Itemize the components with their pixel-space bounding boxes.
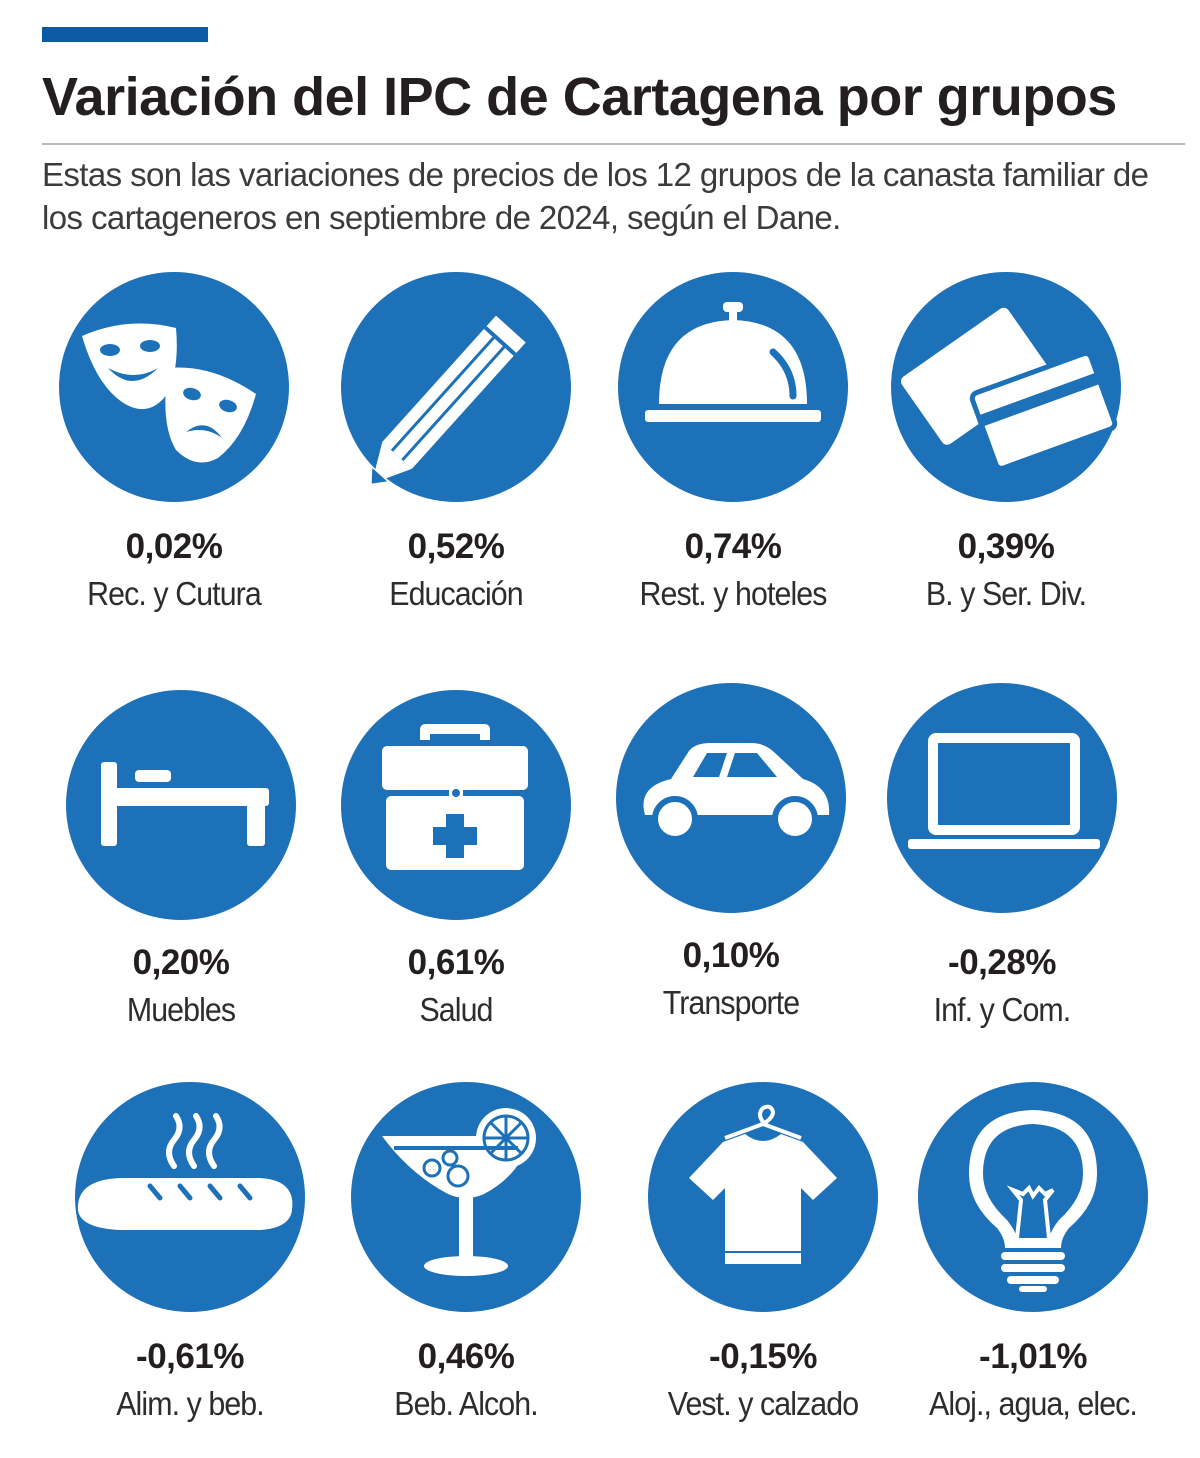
bed-icon: [66, 690, 296, 920]
ipc-value: -1,01%: [979, 1337, 1087, 1376]
ipc-value: -0,15%: [709, 1337, 817, 1376]
first-aid-kit-icon: [341, 690, 571, 920]
tshirt-icon: [648, 1082, 878, 1312]
ipc-label: Rec. y Cutura: [87, 575, 262, 612]
bread-icon: [75, 1082, 305, 1312]
accent-bar: [42, 27, 208, 42]
page-subtitle: Estas son las variaciones de precios de …: [42, 156, 1149, 236]
ipc-value: 0,52%: [407, 527, 505, 566]
page-title: Variación del IPC de Cartagena por grupo…: [42, 67, 1117, 127]
ipc-label: Educación: [389, 575, 523, 612]
ipc-label: Vest. y calzado: [667, 1385, 859, 1422]
ipc-value: 0,02%: [125, 527, 223, 566]
cloche-icon: [618, 272, 848, 502]
cocktail-icon: [351, 1082, 581, 1312]
ipc-value: 0,74%: [684, 527, 782, 566]
ipc-value: -0,61%: [136, 1337, 244, 1376]
ipc-label: Aloj., agua, elec.: [929, 1385, 1138, 1422]
ipc-label: Muebles: [126, 991, 236, 1028]
ipc-label: Rest. y hoteles: [639, 575, 827, 612]
ipc-label: Alim. y beb.: [116, 1385, 264, 1422]
theater-masks-icon: [59, 272, 289, 502]
ipc-value: 0,20%: [132, 943, 230, 982]
lightbulb-icon: [918, 1082, 1148, 1312]
ipc-label: B. y Ser. Div.: [925, 575, 1087, 612]
ipc-value: 0,61%: [407, 943, 505, 982]
ipc-label: Transporte: [662, 984, 800, 1021]
ipc-value: 0,10%: [682, 936, 780, 975]
title-divider: [42, 143, 1185, 145]
laptop-icon: [887, 683, 1117, 913]
pencil-icon: [341, 272, 571, 502]
ipc-label: Inf. y Com.: [933, 991, 1072, 1028]
ipc-value: -0,28%: [948, 943, 1056, 982]
ipc-value: 0,39%: [957, 527, 1055, 566]
cards-icon: [891, 272, 1121, 502]
car-icon: [616, 683, 846, 913]
ipc-label: Beb. Alcoh.: [394, 1385, 538, 1422]
ipc-value: 0,46%: [417, 1337, 515, 1376]
ipc-label: Salud: [419, 991, 493, 1028]
